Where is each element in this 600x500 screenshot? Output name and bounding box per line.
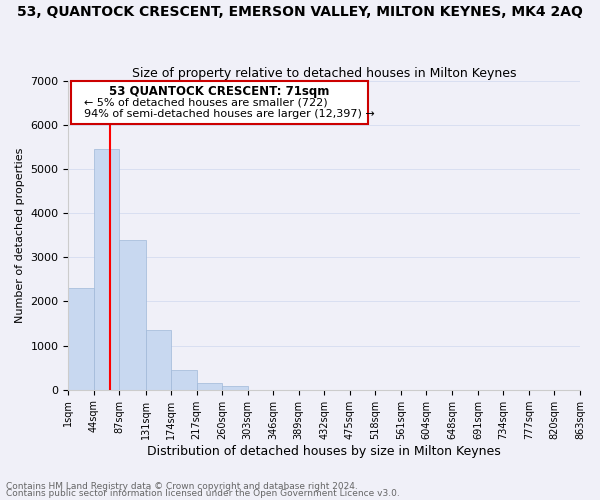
Text: 53 QUANTOCK CRESCENT: 71sqm: 53 QUANTOCK CRESCENT: 71sqm [109,86,329,98]
FancyBboxPatch shape [71,80,368,124]
Text: 53, QUANTOCK CRESCENT, EMERSON VALLEY, MILTON KEYNES, MK4 2AQ: 53, QUANTOCK CRESCENT, EMERSON VALLEY, M… [17,5,583,19]
Bar [197,382,222,390]
Bar [68,288,94,390]
Bar [119,240,146,390]
Bar [94,149,119,390]
Text: ← 5% of detached houses are smaller (722): ← 5% of detached houses are smaller (722… [84,97,328,107]
Text: 94% of semi-detached houses are larger (12,397) →: 94% of semi-detached houses are larger (… [84,110,374,120]
Text: Contains public sector information licensed under the Open Government Licence v3: Contains public sector information licen… [6,489,400,498]
X-axis label: Distribution of detached houses by size in Milton Keynes: Distribution of detached houses by size … [148,444,501,458]
Bar [222,386,248,390]
Title: Size of property relative to detached houses in Milton Keynes: Size of property relative to detached ho… [132,66,517,80]
Bar [171,370,197,390]
Bar [146,330,171,390]
Y-axis label: Number of detached properties: Number of detached properties [15,148,25,323]
Text: Contains HM Land Registry data © Crown copyright and database right 2024.: Contains HM Land Registry data © Crown c… [6,482,358,491]
